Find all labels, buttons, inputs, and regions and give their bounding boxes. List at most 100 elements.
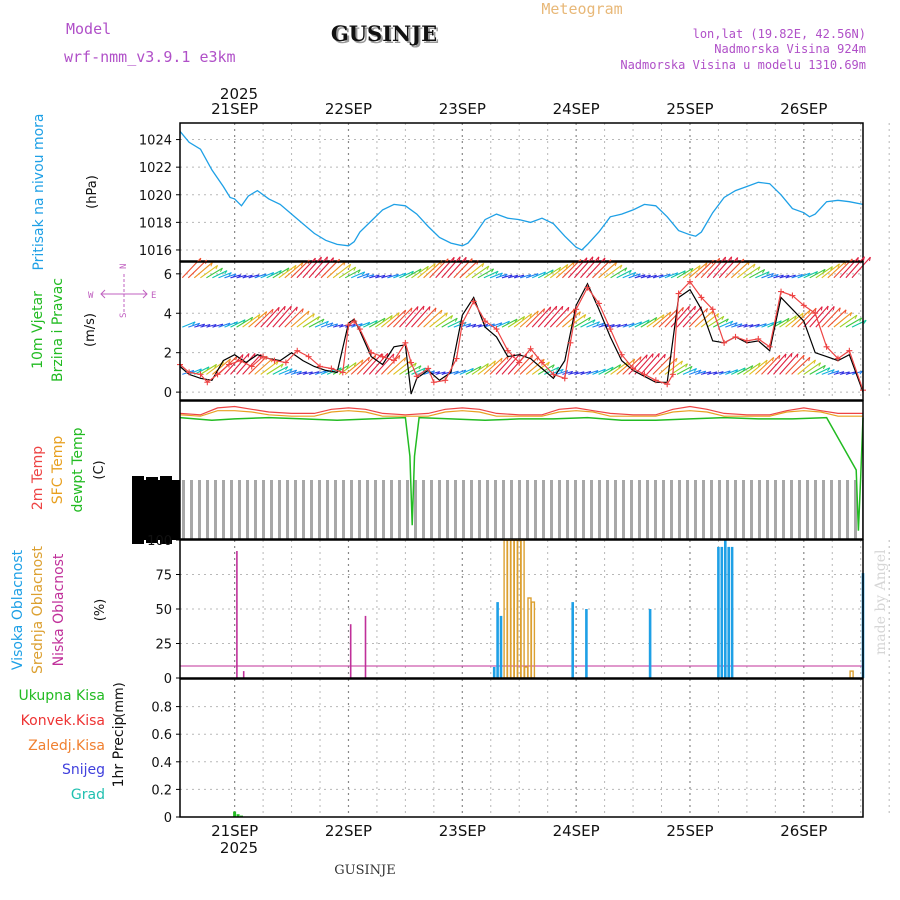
cloud-bar-high-10 <box>730 546 734 678</box>
wind-arrowhead-2-106 <box>831 369 835 373</box>
wind-arrow-0-109 <box>839 257 859 279</box>
wind-arrowhead-1-40 <box>440 309 443 315</box>
wind-arrowhead-1-19 <box>312 313 315 318</box>
wind-arrowhead-1-42 <box>450 315 454 320</box>
cloud-frame <box>179 539 864 679</box>
cloud-bar-low-0 <box>236 551 238 678</box>
year-top-label: 2025 <box>220 85 258 103</box>
tick-edge-3 <box>160 476 172 544</box>
wind-arrow-0-43 <box>441 256 461 279</box>
wind-arrow-1-34 <box>387 309 407 328</box>
wind-arrow-0-46 <box>459 260 479 279</box>
wind-arrow-1-63 <box>562 311 581 328</box>
pressure-frame <box>179 122 864 262</box>
wind-arrowhead-1-80 <box>681 307 684 312</box>
wind-arrowhead-0-104 <box>822 269 826 273</box>
wind-arrowhead-1-0 <box>192 321 196 326</box>
cloud-bar-high-4 <box>585 609 588 678</box>
wind-arrowhead-1-104 <box>826 305 829 311</box>
wind-arrowhead-0-26 <box>353 266 357 271</box>
wind-arrow-0-2 <box>193 262 213 279</box>
wind-arrow-0-72 <box>616 269 632 279</box>
wind-arrow-0-91 <box>730 260 750 279</box>
wind-arrow-0-80 <box>664 272 679 279</box>
wind-arrow-0-96 <box>761 272 774 279</box>
wind-arrow-1-84 <box>688 308 708 328</box>
wind-arrow-0-65 <box>573 256 594 279</box>
cloud-bar-high-5 <box>648 609 652 678</box>
wind-arrowhead-2-102 <box>813 359 816 364</box>
wind-arrow-2-64 <box>568 371 579 375</box>
wind-arrowhead-1-36 <box>416 306 419 311</box>
wind-arrow-0-87 <box>706 256 727 279</box>
cloud-bar-mid-8 <box>530 601 536 679</box>
wind-arrow-0-106 <box>821 263 840 279</box>
wind-marker-58 <box>766 343 773 350</box>
wind-arrow-0-40 <box>423 260 443 279</box>
wind-arrow-2-51 <box>489 355 509 375</box>
wind-arrowhead-1-105 <box>832 306 835 311</box>
wind-arrowhead-0-2 <box>210 262 213 267</box>
wind-arrowhead-2-100 <box>802 354 805 360</box>
wind-marker-40 <box>573 306 580 313</box>
wind-arrow-0-103 <box>803 270 818 279</box>
wind-arrowhead-1-76 <box>654 317 658 322</box>
wind-arrowhead-1-17 <box>301 308 304 313</box>
wind-arrow-2-40 <box>423 370 435 375</box>
wind-arrow-2-108 <box>833 371 845 375</box>
wind-arrow-1-0 <box>182 321 196 328</box>
wind-marker-3 <box>204 379 211 386</box>
wind-arrowhead-1-78 <box>668 311 672 316</box>
wind-ylabel-2: Brzina i Pravac <box>50 278 66 382</box>
wind-arrowhead-0-43 <box>458 256 461 261</box>
wind-marker-23 <box>408 359 415 366</box>
wind-arrow-0-60 <box>544 266 561 279</box>
wind-marker-29 <box>459 320 466 327</box>
precip-label-frz: Zaledj.Kisa <box>28 738 105 754</box>
wind-arrowhead-2-29 <box>374 354 377 360</box>
wind-arrowhead-1-58 <box>549 306 552 311</box>
wind-arrow-0-16 <box>278 264 297 279</box>
wind-arrowhead-2-70 <box>618 364 622 369</box>
precip-ytick-labels: 0 0.2 0.4 0.6 0.8 <box>151 701 180 826</box>
wind-arrow-2-19 <box>296 371 307 375</box>
wind-marker-26 <box>430 379 437 386</box>
wind-arrow-2-30 <box>362 353 383 375</box>
wind-arrow-1-33 <box>381 312 400 328</box>
wind-marker-42 <box>595 300 602 307</box>
wind-arrowhead-1-111 <box>863 320 867 324</box>
wind-arrowhead-1-33 <box>397 312 400 317</box>
wind-arrow-0-17 <box>284 262 304 279</box>
wind-arrowhead-1-63 <box>578 311 581 316</box>
cloud-bar-mid-6 <box>523 666 529 679</box>
wind-arrowhead-0-16 <box>293 265 297 270</box>
dewpoint-line <box>179 416 864 531</box>
temp-unit: (C) <box>92 460 107 479</box>
wind-marker-2 <box>197 371 204 378</box>
wind-arrow-0-42 <box>435 256 455 279</box>
date-label-bottom-24sep: 24SEP <box>553 822 600 840</box>
wind-arrowhead-1-108 <box>849 312 853 317</box>
wind-arrow-2-77 <box>646 353 666 375</box>
wind-arrow-2-21 <box>308 371 320 375</box>
wind-arrow-0-58 <box>531 271 546 279</box>
wind-arrow-2-107 <box>827 370 840 375</box>
date-label-bottom-21sep: 21SEP <box>211 822 258 840</box>
wind-arrow-2-95 <box>755 356 775 375</box>
wind-arrow-0-74 <box>628 273 641 279</box>
wind-arrow-1-13 <box>260 306 280 328</box>
wind-marker-44 <box>618 351 625 358</box>
wind-marker-52 <box>698 294 705 301</box>
precip-unit: (mm) <box>112 682 127 717</box>
wind-arrowhead-1-57 <box>543 308 546 313</box>
wind-arrowhead-2-38 <box>422 367 426 372</box>
ytick-precipitation-0: 0 <box>164 811 172 826</box>
year-bottom-label: 2025 <box>220 839 258 857</box>
wind-arrow-1-55 <box>513 313 532 328</box>
precip-label-grad: Grad <box>71 787 105 803</box>
ytick-pressure-0: 1016 <box>139 244 172 259</box>
tick-edge-2 <box>146 477 158 543</box>
wind-arrow-0-33 <box>381 274 392 279</box>
wind-marker-5 <box>225 361 232 368</box>
